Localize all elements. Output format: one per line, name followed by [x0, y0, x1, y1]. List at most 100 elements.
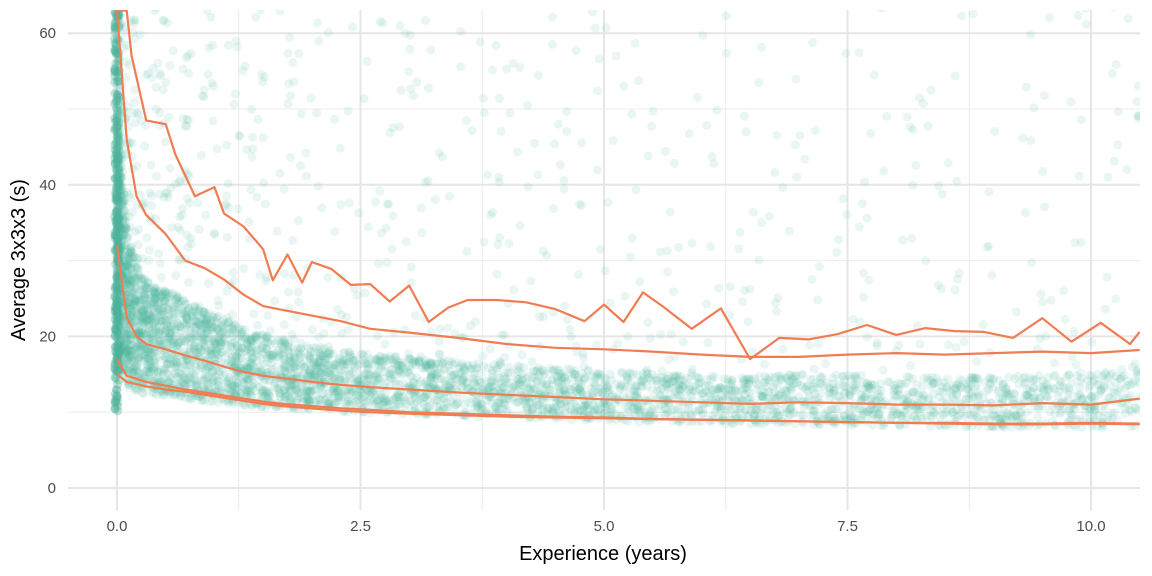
scatter-point [936, 284, 946, 294]
scatter-point [911, 160, 921, 170]
scatter-point [354, 208, 364, 218]
scatter-point [595, 244, 605, 254]
scatter-point [517, 374, 527, 384]
scatter-point [165, 359, 175, 369]
scatter-point [1018, 133, 1028, 143]
scatter-point [173, 344, 183, 354]
scatter-point [784, 394, 794, 404]
scatter-point [246, 336, 256, 346]
scatter-point [898, 235, 908, 245]
scatter-point [113, 230, 123, 240]
scatter-point [467, 125, 477, 135]
scatter-point [887, 413, 897, 423]
scatter-point [746, 419, 756, 429]
scatter-point [1046, 295, 1056, 305]
scatter-point [993, 385, 1003, 395]
scatter-point [140, 288, 150, 298]
scatter-point [118, 352, 128, 362]
scatter-point [185, 361, 195, 371]
scatter-point [185, 394, 195, 404]
scatter-point [124, 329, 134, 339]
scatter-point [821, 359, 831, 369]
scatter-point [379, 367, 389, 377]
scatter-point [582, 0, 591, 9]
scatter-point [1075, 382, 1085, 392]
scatter-point [1103, 392, 1113, 402]
scatter-point [115, 333, 125, 343]
scatter-point [410, 393, 420, 403]
scatter-point [150, 294, 160, 304]
scatter-point [207, 336, 217, 346]
scatter-point [694, 373, 704, 383]
scatter-point [428, 370, 438, 380]
scatter-point [160, 335, 170, 345]
scatter-point [222, 191, 232, 201]
scatter-point [507, 384, 517, 394]
scatter-point [410, 356, 420, 366]
scatter-point [248, 144, 258, 154]
scatter-point [894, 340, 904, 350]
scatter-point [360, 391, 370, 401]
scatter-point [662, 267, 672, 277]
scatter-point [152, 302, 162, 312]
scatter-point [1001, 391, 1011, 401]
scatter-point [746, 392, 756, 402]
scatter-point [233, 356, 243, 366]
scatter-point [352, 290, 362, 300]
scatter-point [578, 353, 588, 363]
scatter-point [131, 310, 141, 320]
scatter-point [125, 190, 135, 200]
scatter-point [400, 396, 410, 406]
scatter-point [769, 387, 779, 397]
scatter-point [539, 371, 549, 381]
scatter-point [705, 390, 715, 400]
scatter-point [133, 384, 143, 394]
scatter-point [136, 280, 146, 290]
scatter-point [1125, 391, 1135, 401]
scatter-point [226, 380, 236, 390]
scatter-point [133, 303, 143, 313]
scatter-point [388, 358, 398, 368]
scatter-point [158, 303, 168, 313]
scatter-point [1084, 394, 1094, 404]
scatter-point [147, 364, 157, 374]
scatter-point [114, 153, 124, 163]
scatter-point [660, 379, 670, 389]
scatter-point [500, 374, 510, 384]
scatter-point [113, 330, 123, 340]
scatter-point [113, 312, 123, 322]
scatter-point [687, 371, 697, 381]
scatter-point [1060, 314, 1070, 324]
scatter-point [196, 150, 206, 160]
scatter-point [382, 397, 392, 407]
scatter-point [912, 414, 922, 424]
scatter-point [118, 208, 128, 218]
scatter-point [1039, 385, 1049, 395]
scatter-point [286, 369, 296, 379]
scatter-point [676, 384, 686, 394]
scatter-point [189, 344, 199, 354]
scatter-point [208, 366, 218, 376]
scatter-point [311, 343, 321, 353]
scatter-point [630, 386, 640, 396]
scatter-point [161, 77, 171, 87]
scatter-point [233, 204, 243, 214]
scatter-point [666, 377, 676, 387]
scatter-point [116, 191, 126, 201]
scatter-point [459, 365, 469, 375]
scatter-point [151, 358, 161, 368]
scatter-point [674, 242, 684, 252]
scatter-point [153, 287, 163, 297]
scatter-point [134, 327, 144, 337]
scatter-point [129, 341, 139, 351]
scatter-point [292, 360, 302, 370]
scatter-point [113, 96, 123, 106]
scatter-point [163, 318, 173, 328]
scatter-point [163, 333, 173, 343]
scatter-point [522, 100, 532, 110]
scatter-point [554, 365, 564, 375]
scatter-point [192, 381, 202, 391]
scatter-point [509, 381, 519, 391]
scatter-point [643, 369, 653, 379]
scatter-point [189, 341, 199, 351]
